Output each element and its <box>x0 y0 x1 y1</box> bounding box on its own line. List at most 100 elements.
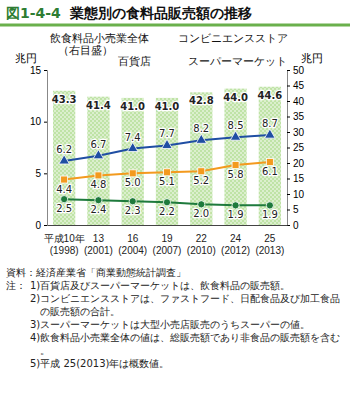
point-label: 5.0 <box>125 177 141 188</box>
marker <box>129 198 136 205</box>
x-tick: 22(2010) <box>187 225 216 256</box>
y2-tick-label: 0 <box>293 220 299 231</box>
bar-label: 44.6 <box>258 90 283 101</box>
bar-label: 41.0 <box>155 101 180 112</box>
y2-tick-mark <box>287 70 290 71</box>
y-tick: 10 <box>30 116 47 127</box>
y2-tick-label: 40 <box>293 96 305 107</box>
series-label: コンビニエンスストア <box>178 32 288 45</box>
marker <box>230 131 241 140</box>
note: 2)コンビニエンスストアは、ファストフード、日配食品及び加工食品の販売額の合計。 <box>30 293 340 317</box>
title-rule <box>0 24 350 27</box>
point-label: 2.2 <box>159 206 175 217</box>
y2-tick-label: 25 <box>293 142 305 153</box>
point-label: 2.4 <box>90 204 106 215</box>
series-label: スーパーマーケット <box>188 55 287 68</box>
y-tick: 0 <box>35 220 47 231</box>
y2-tick-label: 30 <box>293 127 305 138</box>
bar <box>156 98 178 225</box>
point-label: 1.9 <box>228 209 244 220</box>
y2-tick: 35 <box>287 111 305 122</box>
marker <box>93 150 104 159</box>
y-tick: 5 <box>35 168 47 179</box>
marker <box>162 139 173 148</box>
x-tick: 24(2012) <box>221 225 250 256</box>
marker <box>163 199 170 206</box>
x-tick-label: 16(2004) <box>118 233 147 256</box>
y2-tick: 25 <box>287 142 305 153</box>
y2-tick: 50 <box>287 65 305 76</box>
x-tick-label: 19(2007) <box>153 233 182 256</box>
marker <box>265 129 276 138</box>
x-axis: 平成10年(1998)13(2001)16(2004) 19(2007)22(20… <box>44 225 288 256</box>
y2-axis-title: 兆円 <box>301 52 323 65</box>
data-labels: 43.341.441.041.042.844.044.66.26.77.47.7… <box>52 90 282 221</box>
point-label: 1.9 <box>262 209 278 220</box>
marker <box>232 162 239 169</box>
x-tick-label: 平成10年(1998) <box>44 233 85 256</box>
y2-axis: 0 5 10 15 20 25 30 35 40 45 50 <box>287 65 305 231</box>
point-label: 2.5 <box>56 203 72 214</box>
note: 1)百貨店及びスーパーマーケットは、飲食料品の販売額。 <box>30 280 290 291</box>
y-axis-line <box>44 71 48 226</box>
y2-tick-mark <box>287 179 290 180</box>
title: 業態別の食料品販売額の推移 <box>69 5 252 21</box>
x-tick-label: 13(2001) <box>84 233 113 256</box>
y-tick-label: 10 <box>30 116 42 127</box>
y2-tick: 40 <box>287 96 305 107</box>
bar-label: 41.0 <box>120 101 145 112</box>
y2-tick-label: 15 <box>293 173 305 184</box>
x-tick: 13(2001) <box>84 225 113 256</box>
y-axis: 0 5 10 15 <box>30 65 48 231</box>
y2-tick-label: 50 <box>293 65 305 76</box>
y2-tick-mark <box>287 210 290 211</box>
x-tick: 16(2004) <box>118 225 147 256</box>
bar-label: 42.8 <box>189 95 214 106</box>
point-label: 8.5 <box>228 120 244 131</box>
point-label: 5.1 <box>159 176 175 187</box>
bar-label: 43.3 <box>52 94 77 105</box>
marker <box>198 201 205 208</box>
y-tick-mark <box>44 122 47 123</box>
y2-tick-mark <box>287 194 290 195</box>
y2-tick-label: 10 <box>293 189 305 200</box>
note: 5)平成 25(2013)年は概数値。 <box>30 358 169 369</box>
point-label: 6.2 <box>56 144 72 155</box>
point-label: 2.0 <box>193 208 209 219</box>
source: 資料：経済産業省「商業動態統計調査」 <box>6 267 186 278</box>
marker <box>196 134 207 143</box>
marker <box>164 169 171 176</box>
bar <box>259 87 281 225</box>
y-tick-mark <box>44 225 47 226</box>
x-tick: 19(2007) <box>153 225 182 256</box>
y2-tick-label: 45 <box>293 80 305 91</box>
y2-tick: 45 <box>287 80 305 91</box>
y2-tick-label: 20 <box>293 158 305 169</box>
point-label: 8.7 <box>262 118 278 129</box>
marker <box>59 155 70 164</box>
y-tick-mark <box>44 70 47 71</box>
point-label: 5.2 <box>193 175 209 186</box>
y-tick-label: 15 <box>30 65 42 76</box>
marker <box>232 202 239 209</box>
marker <box>95 172 102 179</box>
marker <box>266 158 273 165</box>
marker <box>61 176 68 183</box>
figure-label: 図1-4-4 <box>6 5 61 21</box>
y-tick: 15 <box>30 65 47 76</box>
point-label: 5.8 <box>228 169 244 180</box>
bar-label: 41.4 <box>86 100 111 111</box>
bar <box>122 98 144 225</box>
annotation: （右目盛） <box>58 44 113 57</box>
y2-tick: 20 <box>287 158 305 169</box>
x-tick-label: 22(2010) <box>187 233 216 256</box>
y2-tick: 0 <box>287 220 299 231</box>
y2-tick-label: 5 <box>293 204 299 215</box>
y2-tick: 15 <box>287 173 305 184</box>
bar-label: 44.0 <box>223 92 248 103</box>
y2-tick-mark <box>287 163 290 164</box>
y2-tick-mark <box>287 101 290 102</box>
point-label: 4.8 <box>90 179 106 190</box>
notes-label: 注： <box>6 280 26 291</box>
point-label: 8.2 <box>193 123 209 134</box>
